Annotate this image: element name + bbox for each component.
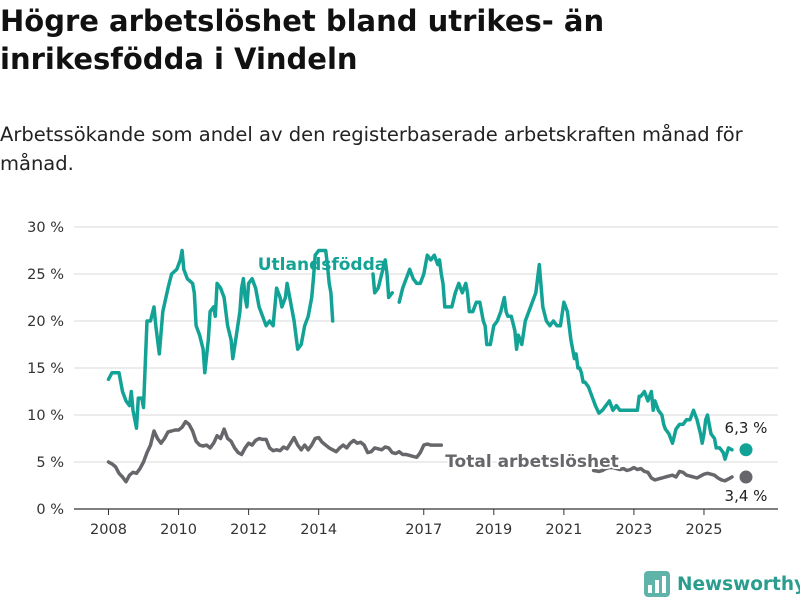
series-lines [106,248,753,484]
newsworthy-logo-text: Newsworthy [677,573,800,595]
y-tick-label: 0 % [36,502,64,518]
series-line-total [106,419,734,484]
series-label-utlandsfodda: Utlandsfödda [258,255,387,275]
x-tick-label: 2021 [545,522,582,538]
y-tick-label: 10 % [27,408,64,424]
series-line-utlandsfodda [106,248,734,461]
x-tick-label: 2010 [160,522,197,538]
end-point-total [739,470,753,484]
y-axis: 0 % 5 % 10 % 15 % 20 % 25 % 30 % [27,220,64,518]
x-tick-label: 2008 [90,522,127,538]
end-point-utlandsfodda [739,443,753,457]
y-tick-label: 30 % [27,220,64,236]
series-label-total: Total arbetslöshet [445,452,619,472]
newsworthy-logo[interactable]: Newsworthy [644,569,800,599]
newsworthy-logo-icon [644,571,670,597]
x-tick-label: 2023 [615,522,652,538]
series-labels: Utlandsfödda Total arbetslöshet 6,3 % 3,4 % [258,255,768,505]
x-tick-label: 2012 [230,522,267,538]
y-tick-label: 20 % [27,314,64,330]
end-value-utlandsfodda: 6,3 % [725,419,768,437]
y-tick-label: 5 % [36,455,64,471]
x-tick-label: 2025 [686,522,723,538]
chart-title: Högre arbetslöshet bland utrikes- än inr… [0,4,605,76]
y-tick-label: 15 % [27,361,64,377]
x-tick-label: 2014 [300,522,337,538]
y-tick-label: 25 % [27,267,64,283]
chart-subtitle: Arbetssökande som andel av den registerb… [0,123,743,175]
x-tick-label: 2017 [405,522,442,538]
end-value-total: 3,4 % [725,487,768,505]
x-tick-label: 2019 [475,522,512,538]
x-axis: 2008 2010 2012 2014 2017 2019 2021 2023 2025 [74,508,778,538]
